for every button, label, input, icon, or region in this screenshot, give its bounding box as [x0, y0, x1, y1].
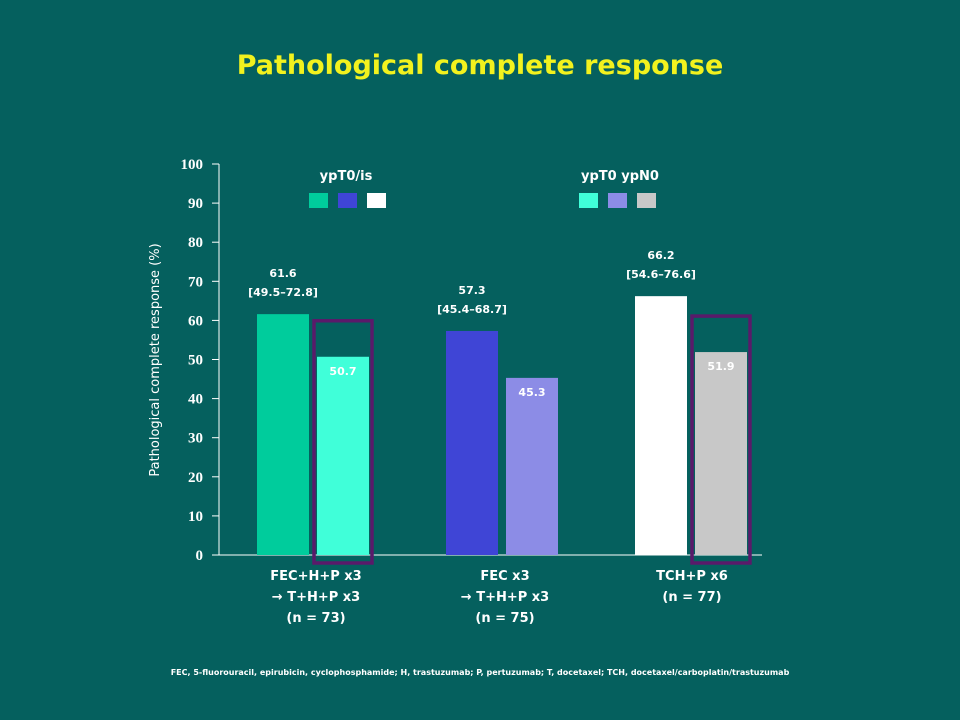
x-category-label: TCH+P x6 [656, 569, 728, 584]
x-category-label: FEC x3 [480, 569, 529, 584]
y-tick-label: 50 [188, 353, 203, 369]
y-tick-label: 20 [188, 470, 203, 486]
bar [635, 296, 687, 555]
y-tick-label: 40 [188, 392, 203, 408]
data-label: 66.2 [647, 249, 674, 262]
legend-swatch [309, 193, 328, 208]
data-label: 57.3 [458, 284, 485, 297]
x-category-label: (n = 75) [475, 611, 534, 626]
y-tick-label: 100 [181, 157, 204, 173]
legend-title: ypT0/is [320, 169, 373, 184]
y-tick-label: 80 [188, 235, 203, 251]
data-label: 61.6 [269, 267, 296, 280]
bar [257, 314, 309, 555]
data-label: 45.3 [518, 386, 545, 399]
y-tick-label: 70 [188, 274, 203, 290]
bar [317, 356, 369, 555]
x-category-label: → T+H+P x3 [461, 590, 549, 605]
bar [506, 377, 558, 555]
data-label: [45.4–68.7] [437, 303, 507, 316]
x-category-label: (n = 77) [662, 590, 721, 605]
legend-swatch [338, 193, 357, 208]
x-category-label: (n = 73) [286, 611, 345, 626]
data-label: 51.9 [707, 360, 734, 373]
x-category-label: → T+H+P x3 [272, 590, 360, 605]
bar [446, 330, 498, 555]
highlight-box [690, 314, 752, 565]
legend-title: ypT0 ypN0 [581, 169, 659, 184]
y-tick-label: 10 [188, 509, 203, 525]
y-tick-label: 60 [188, 313, 203, 329]
y-axis-label: Pathological complete response (%) [148, 243, 163, 476]
highlight-box [312, 319, 374, 565]
chart-title: Pathological complete response [236, 50, 724, 81]
bar [695, 352, 747, 555]
legend-swatch [637, 193, 656, 208]
y-tick-label: 0 [196, 548, 204, 564]
footnote: FEC, 5-fluorouracil, epirubicin, cycloph… [170, 668, 790, 677]
y-tick-label: 30 [188, 431, 203, 447]
legend-swatch [579, 193, 598, 208]
legend-swatch [608, 193, 627, 208]
data-label: [54.6–76.6] [626, 268, 696, 281]
x-category-label: FEC+H+P x3 [270, 569, 361, 584]
data-label: 50.7 [329, 365, 356, 378]
legend-swatch [367, 193, 386, 208]
y-tick-label: 90 [188, 196, 203, 212]
data-label: [49.5–72.8] [248, 286, 318, 299]
